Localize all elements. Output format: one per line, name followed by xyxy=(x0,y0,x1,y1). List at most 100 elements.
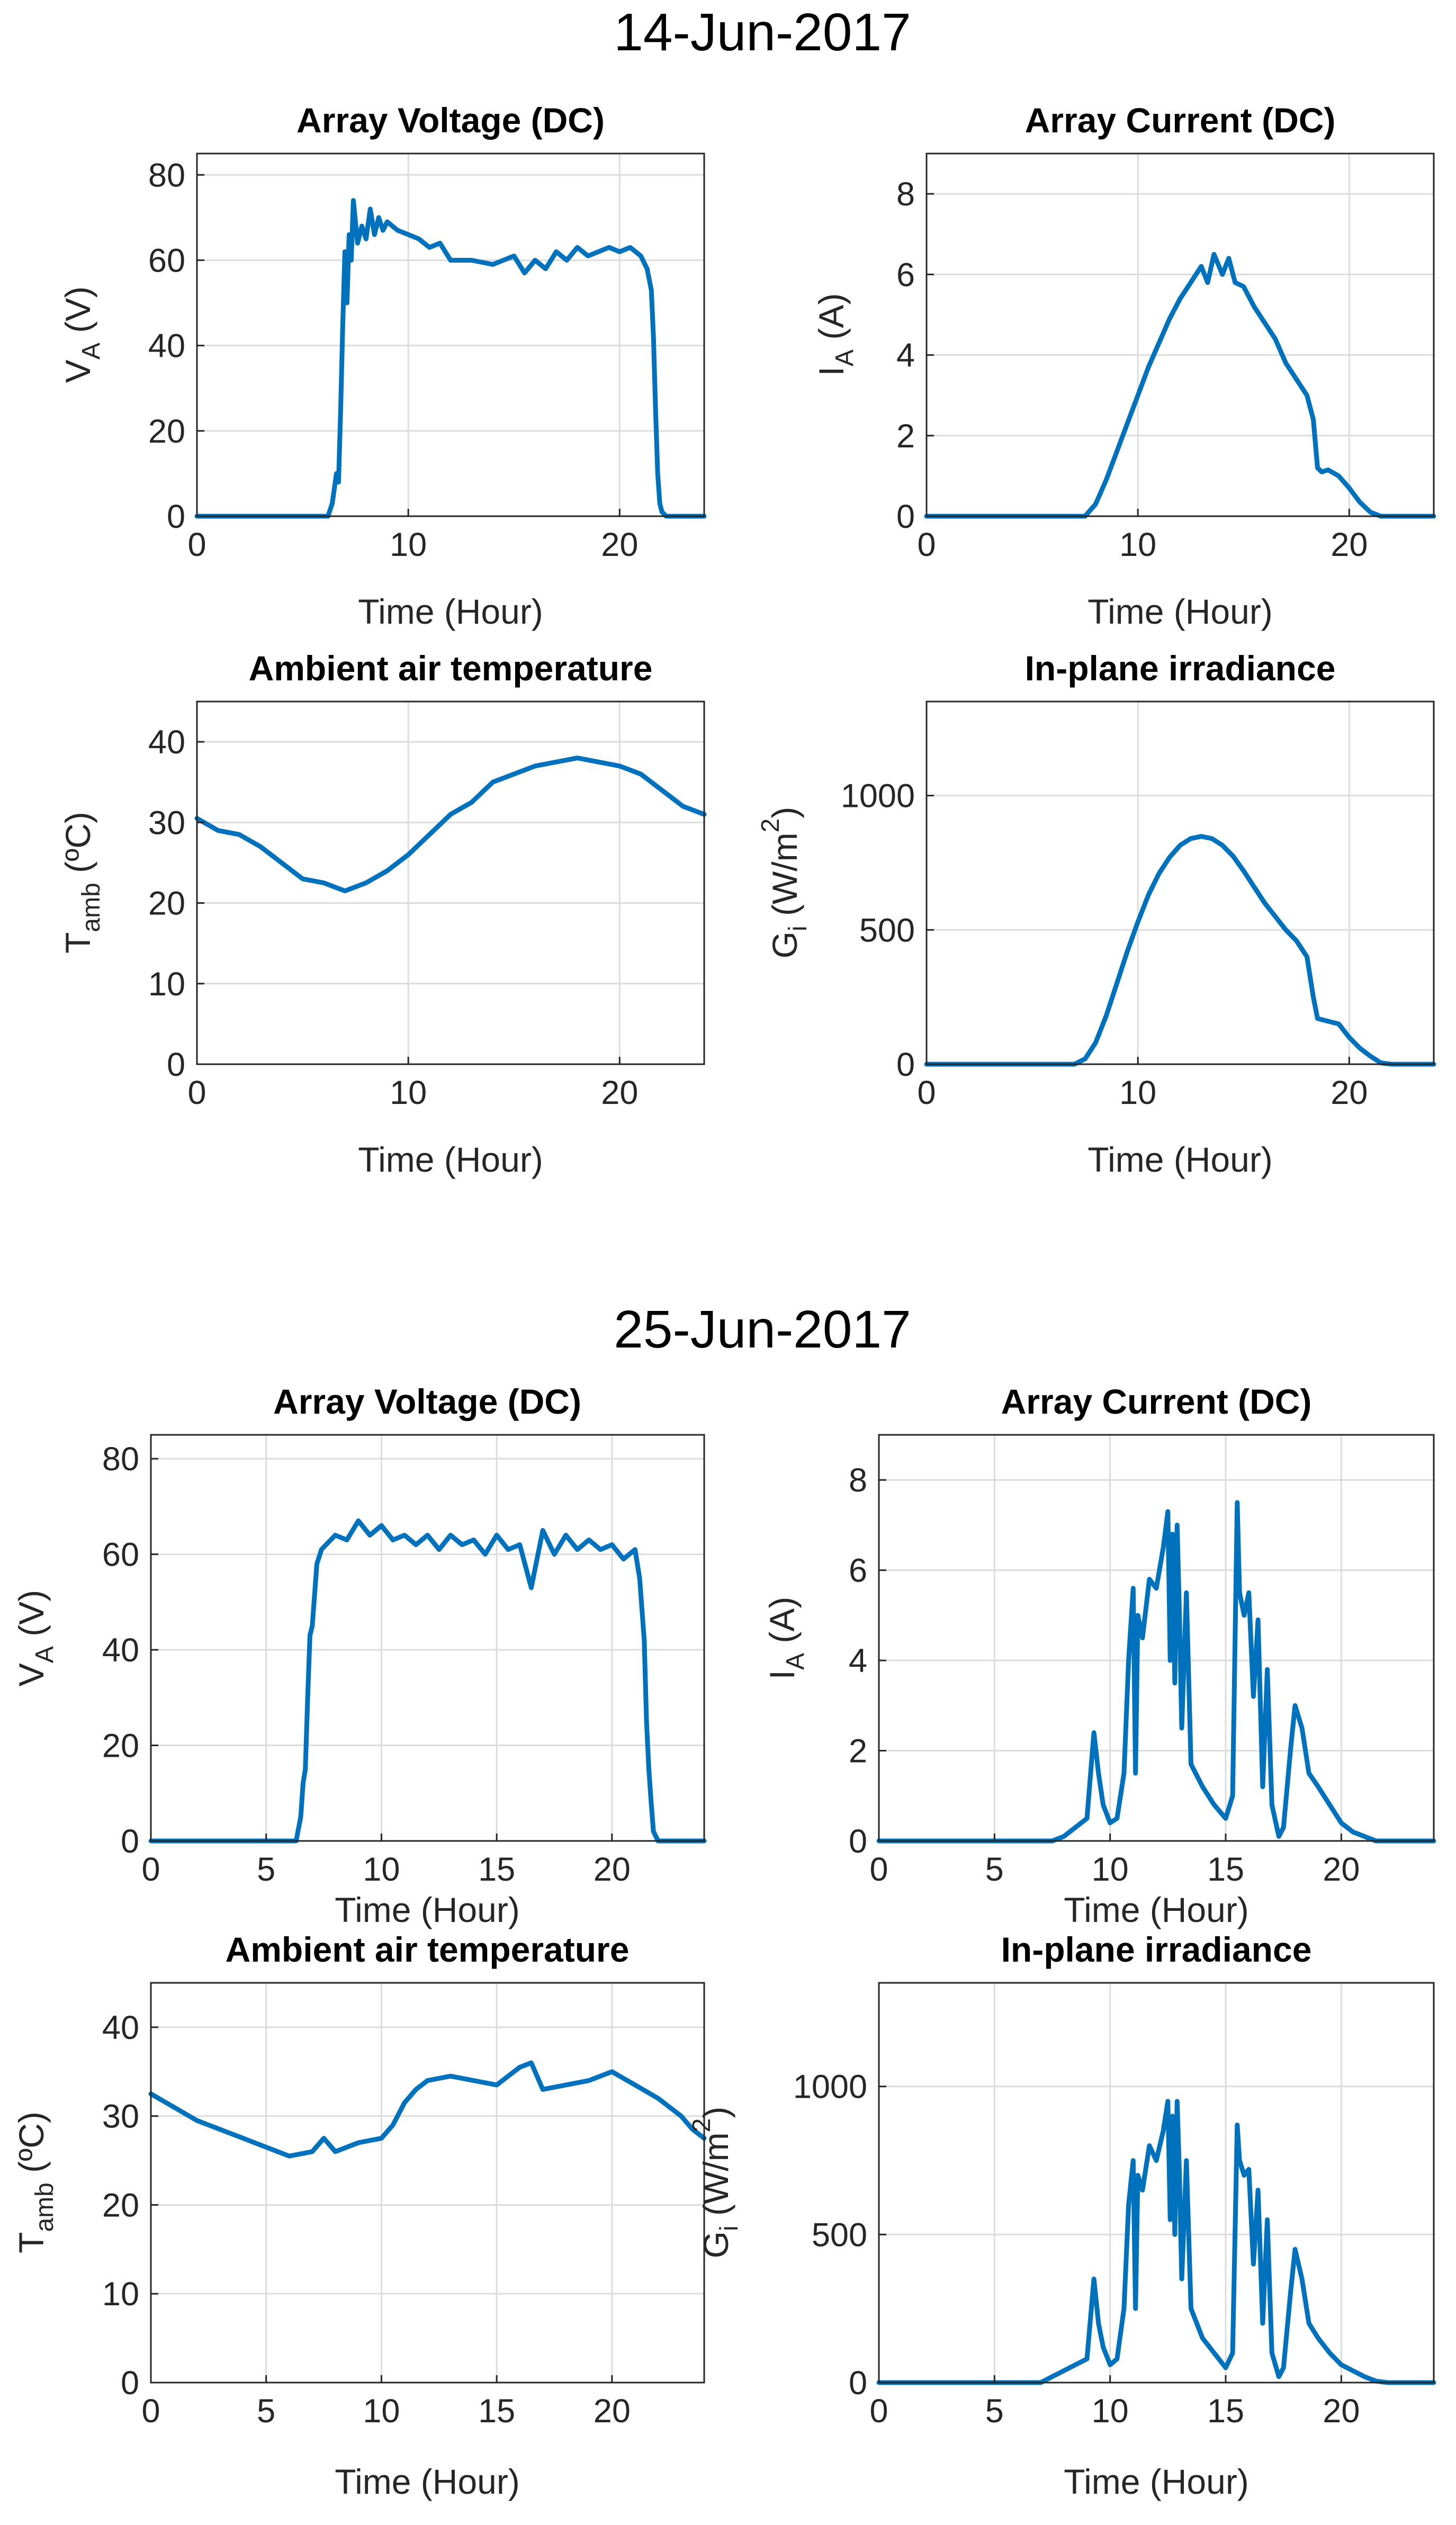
y-tick-label: 6 xyxy=(849,1552,867,1589)
y-axis-label: IA (A) xyxy=(762,1597,810,1680)
x-tick-label: 0 xyxy=(917,526,936,563)
y-axis-label: VA (V) xyxy=(58,286,105,383)
y-tick-label: 500 xyxy=(812,2216,867,2253)
axes-box xyxy=(150,1982,705,2384)
plot-area xyxy=(879,1983,1434,2383)
plot-irradiance-day2: 0 5 10 15 20 0 500 1000 In-plane irradiance Tim… xyxy=(688,1930,1436,2501)
data-series-line xyxy=(148,2060,707,2159)
day-title-1: 14-Jun-2017 xyxy=(614,3,911,62)
axes-box xyxy=(196,700,705,1065)
x-tick-label: 10 xyxy=(390,1074,427,1111)
y-tick-label: 20 xyxy=(102,1728,139,1765)
y-tick-label: 0 xyxy=(849,1823,867,1860)
x-tick-label: 20 xyxy=(594,1851,631,1888)
x-tick-label: 0 xyxy=(869,2393,888,2430)
plot-title: Ambient air temperature xyxy=(226,1930,630,1969)
plot-area xyxy=(151,1983,704,2383)
y-tick-label: 0 xyxy=(121,1823,139,1860)
y-tick-label: 0 xyxy=(849,2365,867,2402)
y-tick-label: 40 xyxy=(148,724,185,761)
x-tick-label: 10 xyxy=(390,526,427,563)
x-tick-label: 15 xyxy=(1207,1851,1244,1888)
data-series-line xyxy=(194,756,707,894)
y-tick-label: 20 xyxy=(102,2187,139,2224)
data-series-line xyxy=(148,1518,707,1844)
x-tick-label: 15 xyxy=(478,2393,515,2430)
x-axis-label: Time (Hour) xyxy=(1087,592,1273,631)
y-tick-label: 2 xyxy=(896,418,915,455)
y-tick-label: 6 xyxy=(896,256,915,293)
y-tick-label: 20 xyxy=(148,885,185,922)
plot-area xyxy=(879,1435,1434,1841)
axes-box xyxy=(196,152,705,517)
x-axis-label: Time (Hour) xyxy=(358,1140,543,1179)
y-tick-label: 80 xyxy=(148,157,185,194)
data-series-line xyxy=(876,1500,1436,1844)
plot-title: Array Voltage (DC) xyxy=(296,101,605,140)
y-tick-label: 40 xyxy=(148,328,185,365)
plot-title: In-plane irradiance xyxy=(1025,649,1336,688)
y-tick-label: 500 xyxy=(859,912,915,949)
data-series-line xyxy=(924,834,1436,1067)
x-tick-label: 20 xyxy=(594,2393,631,2430)
x-tick-label: 10 xyxy=(1092,1851,1129,1888)
axes-box xyxy=(925,152,1435,517)
x-tick-label: 0 xyxy=(187,1074,206,1111)
y-tick-label: 0 xyxy=(896,498,915,535)
y-axis-label: Tamb (ºC) xyxy=(12,2111,59,2253)
x-tick-label: 15 xyxy=(1207,2393,1244,2430)
day-title-2: 25-Jun-2017 xyxy=(614,1300,911,1359)
y-axis-label: Gi (W/m2) xyxy=(757,807,812,959)
data-series-line xyxy=(924,251,1436,519)
x-axis-label: Time (Hour) xyxy=(1087,1140,1273,1179)
y-tick-label: 10 xyxy=(148,966,185,1003)
x-tick-label: 20 xyxy=(1323,2393,1360,2430)
data-series-line xyxy=(876,2099,1436,2385)
x-axis-label: Time (Hour) xyxy=(1064,2462,1249,2501)
plot-area xyxy=(197,702,704,1064)
y-tick-label: 4 xyxy=(896,337,915,374)
x-tick-label: 5 xyxy=(257,2393,275,2430)
plot-area xyxy=(927,702,1434,1064)
plot-title: Array Current (DC) xyxy=(1001,1382,1312,1421)
x-tick-label: 20 xyxy=(1331,526,1368,563)
y-tick-label: 30 xyxy=(102,2098,139,2135)
y-tick-label: 20 xyxy=(148,413,185,450)
y-tick-label: 0 xyxy=(121,2365,139,2402)
x-tick-label: 20 xyxy=(1331,1074,1368,1111)
x-tick-label: 10 xyxy=(1119,526,1156,563)
x-tick-label: 0 xyxy=(141,1851,160,1888)
y-tick-label: 4 xyxy=(849,1642,867,1679)
y-axis-label: Tamb (ºC) xyxy=(58,812,105,954)
plot-area xyxy=(927,154,1434,516)
y-tick-label: 8 xyxy=(896,176,915,213)
plot-voltage-day1: 0 10 20 0 20 40 60 80 Array Voltage (DC) Time (… xyxy=(58,101,707,631)
x-tick-label: 20 xyxy=(601,1074,638,1111)
plot-current-day2: 0 5 10 15 20 0 2 4 6 8 Array Current (DC) Time (H… xyxy=(762,1382,1436,1929)
x-axis-label: Time (Hour) xyxy=(335,2462,520,2501)
plot-voltage-day2: 0 5 10 15 20 0 20 40 60 80 Array Voltage (DC) Tim… xyxy=(12,1382,707,1929)
x-tick-label: 0 xyxy=(869,1851,888,1888)
plot-title: Array Voltage (DC) xyxy=(273,1382,581,1421)
x-axis-label: Time (Hour) xyxy=(335,1890,520,1929)
y-tick-label: 0 xyxy=(167,1046,185,1083)
y-tick-label: 40 xyxy=(102,1632,139,1669)
x-tick-label: 10 xyxy=(363,1851,400,1888)
plot-temperature-day2: 0 5 10 15 20 0 10 20 30 40 Ambient air temperatur… xyxy=(12,1930,707,2501)
y-tick-label: 0 xyxy=(167,498,185,535)
plot-irradiance-day1: 0 10 20 0 500 1000 In-plane irradiance Time (… xyxy=(757,649,1436,1179)
y-tick-label: 80 xyxy=(102,1441,139,1478)
x-tick-label: 0 xyxy=(141,2393,160,2430)
x-tick-label: 0 xyxy=(917,1074,936,1111)
y-axis-label: Gi (W/m2) xyxy=(688,2107,743,2259)
x-tick-label: 15 xyxy=(478,1851,515,1888)
axes-box xyxy=(925,700,1435,1065)
x-tick-label: 0 xyxy=(187,526,206,563)
y-tick-label: 40 xyxy=(102,2009,139,2046)
y-tick-label: 10 xyxy=(102,2276,139,2313)
x-tick-label: 20 xyxy=(1323,1851,1360,1888)
x-tick-label: 5 xyxy=(985,2393,1004,2430)
x-tick-label: 10 xyxy=(1092,2393,1129,2430)
y-axis-label: IA (A) xyxy=(812,293,859,376)
